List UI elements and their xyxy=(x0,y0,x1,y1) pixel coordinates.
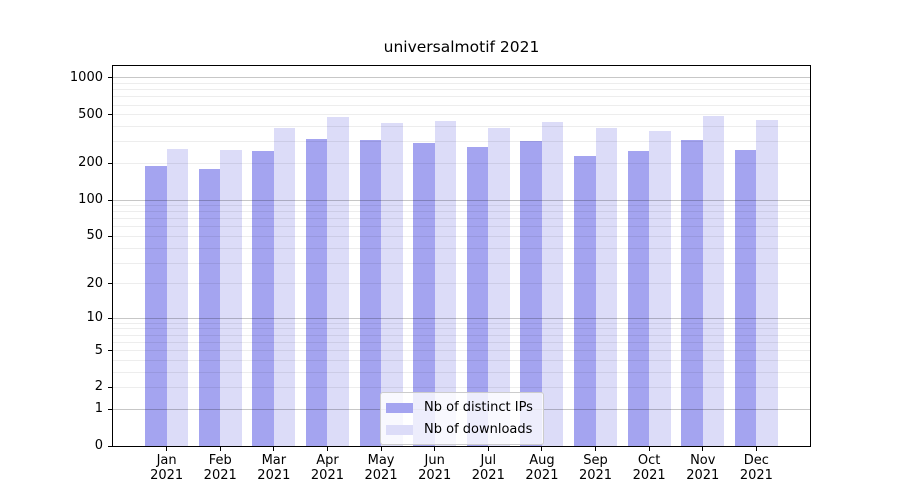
legend: Nb of distinct IPs Nb of downloads xyxy=(380,392,544,445)
x-tick-mark-jan-2021 xyxy=(166,447,168,451)
x-tick-label-oct-2021: Oct 2021 xyxy=(632,453,666,483)
legend-entry-nb-of-downloads: Nb of downloads xyxy=(386,420,535,439)
bar-nb-of-distinct-ips-jan-2021 xyxy=(145,166,167,446)
x-tick-mark-nov-2021 xyxy=(702,447,704,451)
bar-nb-of-distinct-ips-jun-2021 xyxy=(413,142,435,446)
x-tick-label-jan-2021: Jan 2021 xyxy=(150,453,184,483)
y-tick-mark-1 xyxy=(108,408,112,410)
y-tick-mark-100 xyxy=(108,199,112,201)
legend-label: Nb of downloads xyxy=(424,422,533,437)
x-tick-mark-jun-2021 xyxy=(434,447,436,451)
bar-nb-of-distinct-ips-sep-2021 xyxy=(574,156,596,446)
bar-nb-of-distinct-ips-mar-2021 xyxy=(252,150,274,446)
bar-nb-of-distinct-ips-may-2021 xyxy=(359,139,382,446)
bar-nb-of-distinct-ips-apr-2021 xyxy=(306,138,328,446)
y-tick-label-1: 1 xyxy=(94,401,103,417)
gridline-500 xyxy=(113,114,810,116)
y-tick-mark-2 xyxy=(108,386,112,388)
y-tick-label-10: 10 xyxy=(86,310,103,326)
bar-nb-of-downloads-nov-2021 xyxy=(702,116,725,446)
y-tick-mark-10 xyxy=(108,317,112,319)
bar-nb-of-downloads-mar-2021 xyxy=(273,127,296,446)
gridline-600 xyxy=(113,104,810,106)
bar-nb-of-downloads-jul-2021 xyxy=(488,128,510,446)
y-tick-mark-500 xyxy=(108,114,112,116)
y-tick-label-50: 50 xyxy=(86,228,103,244)
x-tick-mark-aug-2021 xyxy=(541,447,543,451)
y-tick-label-200: 200 xyxy=(78,155,103,171)
y-tick-mark-1000 xyxy=(108,77,112,79)
bar-nb-of-downloads-aug-2021 xyxy=(541,121,564,446)
x-tick-label-dec-2021: Dec 2021 xyxy=(739,453,773,483)
y-tick-label-2: 2 xyxy=(94,379,103,395)
bar-nb-of-distinct-ips-jul-2021 xyxy=(466,146,489,446)
chart-title: universalmotif 2021 xyxy=(383,38,540,56)
bar-nb-of-downloads-dec-2021 xyxy=(756,119,778,446)
x-tick-mark-feb-2021 xyxy=(219,447,221,451)
gridline-1000 xyxy=(113,77,810,79)
y-tick-label-5: 5 xyxy=(94,342,103,358)
x-tick-label-mar-2021: Mar 2021 xyxy=(257,453,291,483)
legend-swatch-icon xyxy=(386,424,413,435)
y-tick-label-100: 100 xyxy=(78,192,103,208)
x-tick-label-feb-2021: Feb 2021 xyxy=(203,453,237,483)
x-tick-mark-apr-2021 xyxy=(326,447,328,451)
bar-nb-of-downloads-apr-2021 xyxy=(327,116,349,446)
x-tick-label-may-2021: May 2021 xyxy=(364,453,398,483)
x-tick-mark-mar-2021 xyxy=(273,447,275,451)
y-tick-mark-0 xyxy=(108,445,112,447)
y-tick-label-20: 20 xyxy=(86,275,103,291)
gridline-900 xyxy=(113,82,810,84)
legend-swatch-icon xyxy=(386,402,413,413)
bar-nb-of-distinct-ips-oct-2021 xyxy=(627,150,650,446)
legend-label: Nb of distinct IPs xyxy=(424,400,533,415)
gridline-700 xyxy=(113,96,810,98)
x-tick-label-sep-2021: Sep 2021 xyxy=(578,453,613,483)
x-tick-mark-jul-2021 xyxy=(487,447,489,451)
bar-nb-of-distinct-ips-dec-2021 xyxy=(734,149,757,446)
bar-nb-of-distinct-ips-feb-2021 xyxy=(198,169,221,446)
x-tick-mark-oct-2021 xyxy=(648,447,650,451)
y-tick-label-500: 500 xyxy=(78,106,103,122)
y-tick-mark-50 xyxy=(108,235,112,237)
y-tick-mark-20 xyxy=(108,283,112,285)
x-tick-label-jun-2021: Jun 2021 xyxy=(418,453,452,483)
y-tick-label-1000: 1000 xyxy=(69,69,103,85)
x-tick-mark-dec-2021 xyxy=(755,447,757,451)
bar-nb-of-distinct-ips-aug-2021 xyxy=(520,141,542,446)
x-tick-label-nov-2021: Nov 2021 xyxy=(686,453,720,483)
bar-nb-of-downloads-jun-2021 xyxy=(434,120,457,446)
gridline-800 xyxy=(113,89,810,91)
y-tick-mark-200 xyxy=(108,162,112,164)
bar-nb-of-downloads-oct-2021 xyxy=(649,130,671,446)
bar-nb-of-downloads-feb-2021 xyxy=(220,149,242,446)
x-tick-mark-sep-2021 xyxy=(595,447,597,451)
x-tick-mark-may-2021 xyxy=(380,447,382,451)
bar-nb-of-downloads-jan-2021 xyxy=(166,149,189,446)
legend-entry-nb-of-distinct-ips: Nb of distinct IPs xyxy=(386,398,535,417)
y-tick-label-0: 0 xyxy=(94,438,103,453)
bar-nb-of-downloads-may-2021 xyxy=(381,122,403,446)
x-tick-label-jul-2021: Jul 2021 xyxy=(471,453,505,483)
x-tick-label-apr-2021: Apr 2021 xyxy=(310,453,344,483)
bar-nb-of-downloads-sep-2021 xyxy=(595,127,617,446)
bar-nb-of-distinct-ips-nov-2021 xyxy=(681,139,703,446)
plot-area: 0 1 2 5 10 20 50 100 200 500 1000 Jan 2021 Feb 2021… xyxy=(70,65,811,483)
y-tick-mark-5 xyxy=(108,350,112,352)
x-tick-label-aug-2021: Aug 2021 xyxy=(525,453,559,483)
